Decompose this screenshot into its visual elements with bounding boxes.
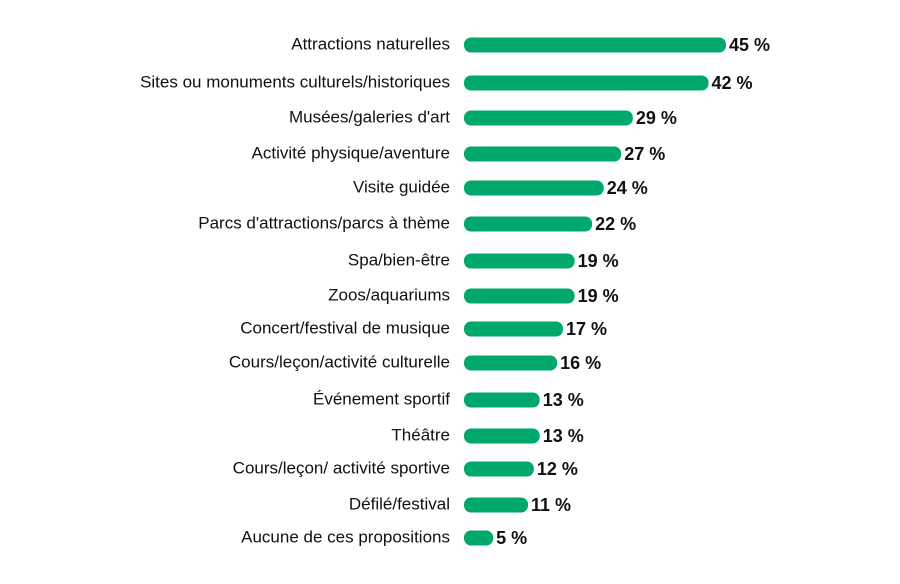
bar-3 — [464, 146, 622, 162]
value-label: 19 % — [578, 286, 619, 306]
value-label: 29 % — [636, 108, 677, 128]
value-label: 24 % — [607, 178, 648, 198]
category-label: Parcs d'attractions/parcs à thème — [198, 213, 450, 232]
bar-14 — [464, 530, 494, 546]
value-label: 22 % — [595, 214, 636, 234]
category-label: Événement sportif — [313, 389, 450, 408]
bar-5 — [464, 216, 593, 232]
category-label: Visite guidée — [353, 177, 450, 196]
category-labels-group: Attractions naturelles Sites ou monuments… — [140, 34, 450, 546]
category-label: Activité physique/aventure — [252, 143, 450, 162]
value-label: 27 % — [624, 144, 665, 164]
bar-12 — [464, 461, 534, 477]
category-label: Musées/galeries d'art — [289, 107, 450, 126]
category-label: Sites ou monuments culturels/historiques — [140, 72, 450, 91]
category-label: Défilé/festival — [349, 494, 450, 513]
bar-4 — [464, 180, 604, 196]
category-label: Zoos/aquariums — [328, 285, 450, 304]
bar-11 — [464, 428, 540, 444]
bar-10 — [464, 392, 540, 408]
bar-6 — [464, 253, 575, 269]
bar-0 — [464, 37, 726, 53]
value-label: 12 % — [537, 459, 578, 479]
category-label: Concert/festival de musique — [240, 318, 450, 337]
bar-7 — [464, 288, 575, 304]
value-label: 13 % — [543, 426, 584, 446]
bar-13 — [464, 497, 529, 513]
category-label: Théâtre — [391, 425, 450, 444]
category-label: Attractions naturelles — [291, 34, 450, 53]
category-label: Cours/leçon/ activité sportive — [233, 458, 450, 477]
category-label: Spa/bien-être — [348, 250, 450, 269]
bar-9 — [464, 355, 558, 371]
value-label: 45 % — [729, 35, 770, 55]
value-labels-group: 45 % 42 % 29 % 27 % 24 % 22 % 19 % 19 % 17 % 16 %… — [496, 35, 770, 548]
value-label: 17 % — [566, 319, 607, 339]
value-label: 11 % — [531, 495, 571, 515]
value-label: 19 % — [578, 251, 619, 271]
value-label: 42 % — [712, 73, 753, 93]
category-label: Aucune de ces propositions — [241, 527, 450, 546]
bar-1 — [464, 75, 709, 91]
value-label: 13 % — [543, 390, 584, 410]
bars-group — [464, 37, 726, 546]
value-label: 5 % — [496, 528, 527, 548]
bar-2 — [464, 110, 633, 126]
bar-8 — [464, 321, 563, 337]
category-label: Cours/leçon/activité culturelle — [229, 352, 450, 371]
value-label: 16 % — [560, 353, 601, 373]
